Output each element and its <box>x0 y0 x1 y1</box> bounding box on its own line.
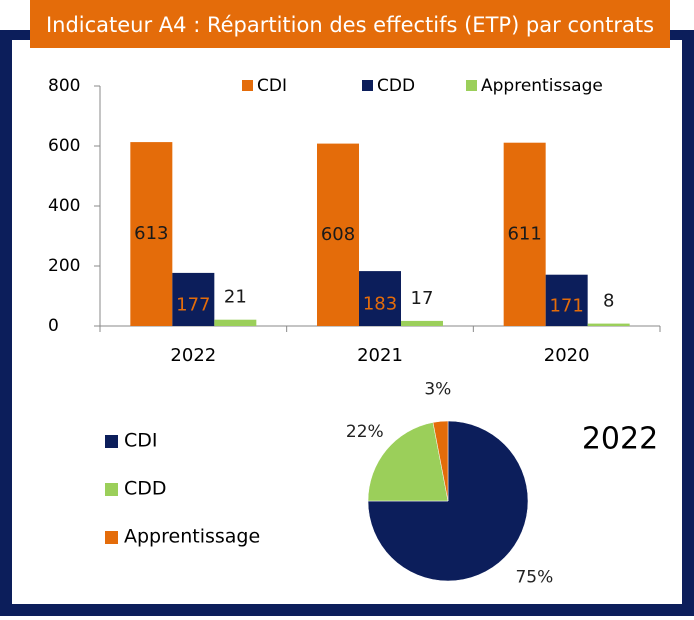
y-tick-label: 800 <box>48 76 80 96</box>
legend-swatch <box>105 531 118 544</box>
pie-label: 75% <box>515 567 553 587</box>
data-label: 608 <box>321 224 355 245</box>
data-label: 21 <box>224 287 247 308</box>
title-banner <box>30 0 670 48</box>
legend-label: CDI <box>124 430 158 452</box>
y-tick-label: 600 <box>48 136 80 156</box>
y-tick-label: 200 <box>48 256 80 276</box>
bar <box>503 142 546 326</box>
page-title: Indicateur A4 : Répartition des effectif… <box>46 13 654 37</box>
bar <box>545 274 588 326</box>
legend-label: Apprentissage <box>124 526 260 548</box>
pie-slice <box>367 422 449 502</box>
bar <box>587 323 630 326</box>
data-label: 613 <box>134 223 168 244</box>
legend-swatch <box>242 80 253 91</box>
y-tick-label: 0 <box>48 316 59 336</box>
bar <box>317 143 359 326</box>
pie-title: 2022 <box>582 422 658 457</box>
x-tick-label: 2021 <box>357 345 403 366</box>
legend-swatch <box>105 435 118 448</box>
pie-label: 3% <box>424 379 451 399</box>
legend-swatch <box>105 483 118 496</box>
legend-label: CDD <box>124 478 167 500</box>
y-tick-label: 400 <box>48 196 80 216</box>
data-label: 177 <box>176 294 210 315</box>
bar <box>401 320 443 326</box>
legend-swatch <box>362 80 373 91</box>
data-label: 611 <box>507 223 541 244</box>
legend-label: CDD <box>377 76 415 96</box>
data-label: 8 <box>603 291 614 312</box>
x-tick-label: 2020 <box>544 345 590 366</box>
data-label: 17 <box>411 288 434 309</box>
legend-label: CDI <box>257 76 287 96</box>
bar <box>359 271 401 326</box>
data-label: 171 <box>549 295 583 316</box>
data-label: 183 <box>363 294 397 315</box>
pie-slice <box>432 420 449 502</box>
bar <box>130 142 173 326</box>
legend-swatch <box>466 80 477 91</box>
bar <box>214 319 257 326</box>
legend-label: Apprentissage <box>481 76 603 96</box>
pie-label: 22% <box>346 422 384 442</box>
x-tick-label: 2022 <box>170 345 216 366</box>
bar <box>172 272 215 326</box>
